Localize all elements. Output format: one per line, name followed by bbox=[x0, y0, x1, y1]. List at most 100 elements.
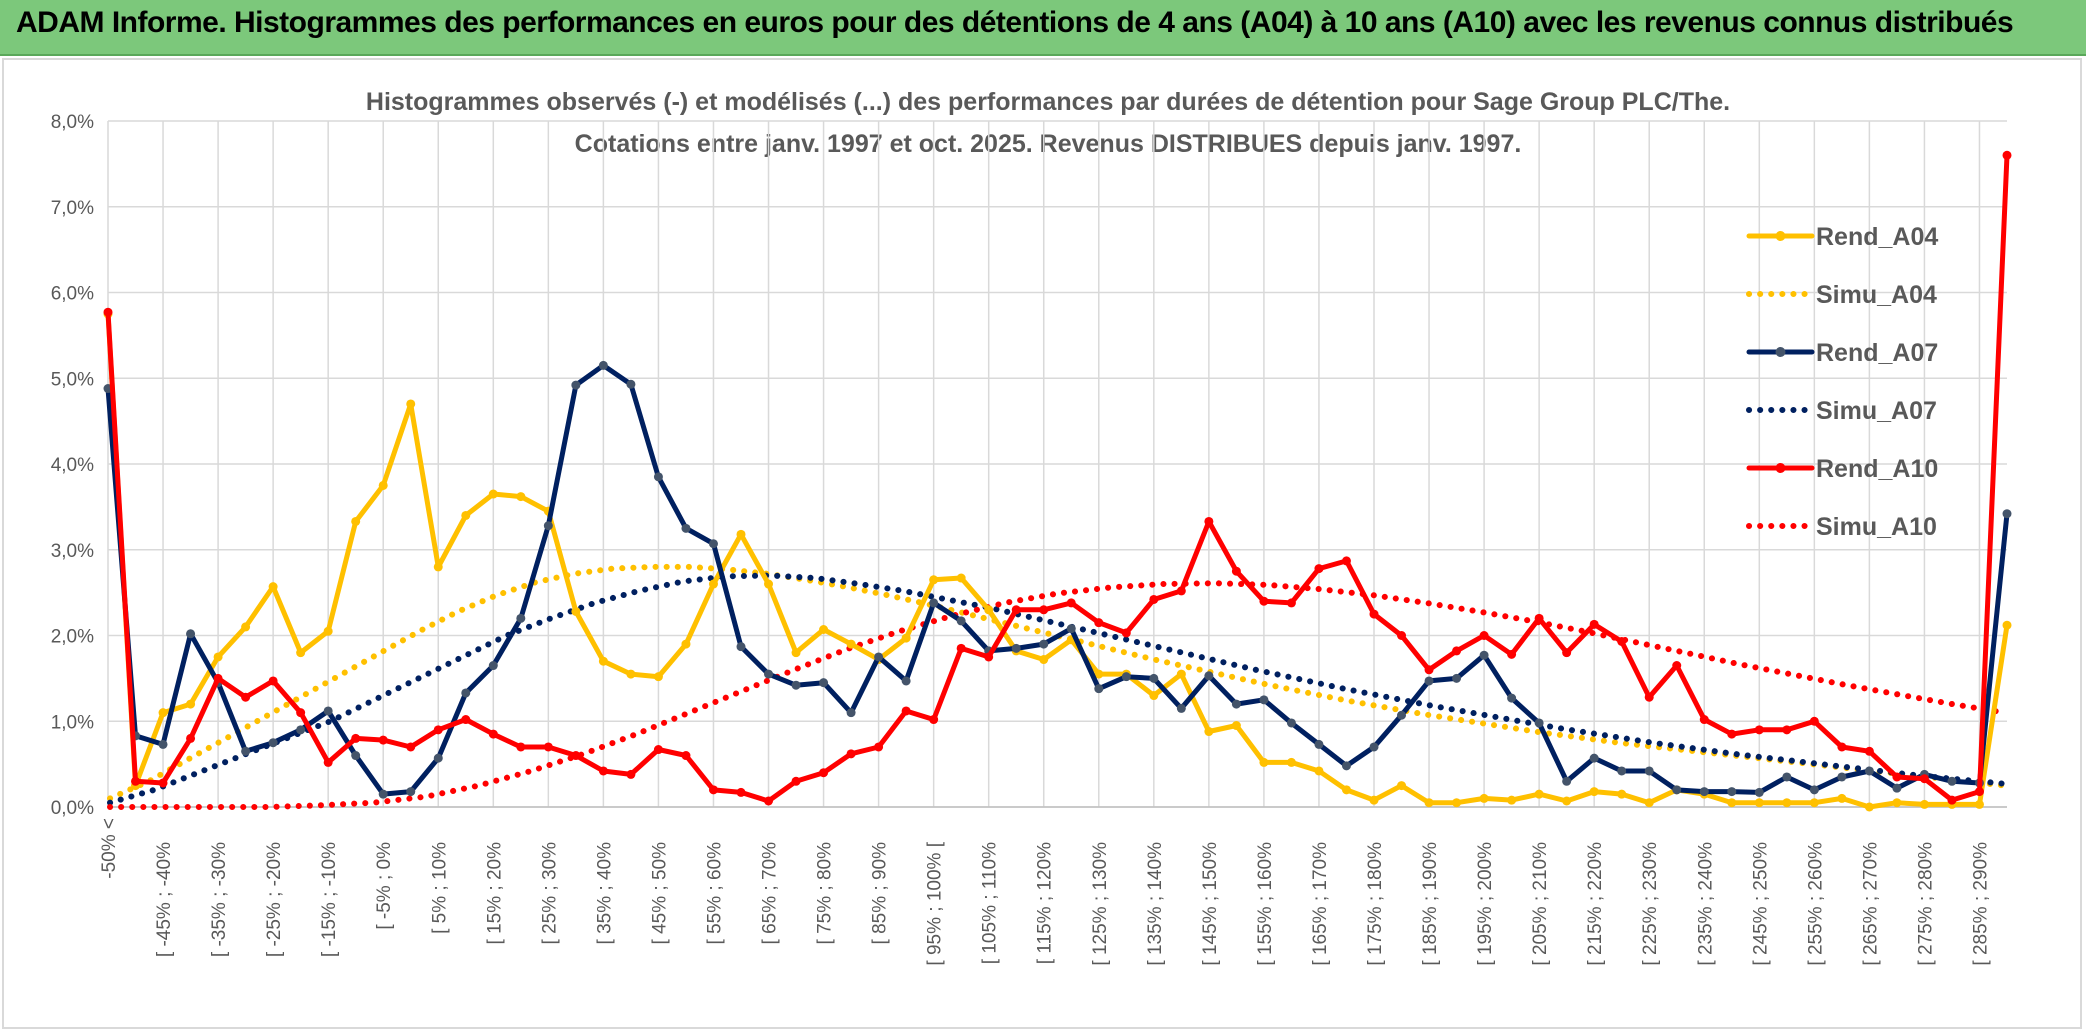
data-point-rend-a10 bbox=[901, 706, 911, 716]
y-tick-label: 8,0% bbox=[51, 112, 94, 133]
legend-label-rend-a10: Rend_A10 bbox=[1816, 455, 1938, 483]
data-point-rend-a07 bbox=[1864, 766, 1874, 776]
data-point-rend-a10 bbox=[2002, 150, 2012, 160]
data-point-rend-a04 bbox=[1974, 799, 1984, 809]
data-point-rend-a10 bbox=[1782, 725, 1792, 735]
data-point-rend-a07 bbox=[1947, 776, 1957, 786]
data-point-rend-a10 bbox=[681, 751, 691, 761]
data-point-rend-a07 bbox=[1589, 753, 1599, 763]
data-point-rend-a04 bbox=[1286, 757, 1296, 767]
data-point-rend-a07 bbox=[598, 360, 608, 370]
data-point-rend-a04 bbox=[1204, 727, 1214, 737]
data-point-rend-a04 bbox=[158, 708, 168, 718]
data-point-rend-a07 bbox=[241, 746, 251, 756]
data-point-rend-a07 bbox=[874, 652, 884, 662]
data-point-rend-a04 bbox=[1864, 802, 1874, 812]
legend-label-rend-a04: Rend_A04 bbox=[1816, 223, 1938, 251]
data-point-rend-a04 bbox=[1259, 757, 1269, 767]
data-point-rend-a07 bbox=[736, 642, 746, 652]
x-tick-label: -50% < bbox=[99, 818, 120, 879]
data-point-rend-a04 bbox=[1892, 798, 1902, 808]
data-point-rend-a07 bbox=[1204, 671, 1214, 681]
x-tick-label: [ -5% ; 0% bbox=[374, 842, 395, 930]
data-point-rend-a10 bbox=[819, 768, 829, 778]
data-point-rend-a07 bbox=[1424, 676, 1434, 686]
y-tick-label: 6,0% bbox=[51, 284, 94, 305]
data-point-rend-a04 bbox=[378, 480, 388, 490]
data-point-rend-a10 bbox=[1286, 598, 1296, 608]
data-point-rend-a07 bbox=[1314, 739, 1324, 749]
x-tick-label: [ 275% ; 280% bbox=[1915, 842, 1936, 966]
x-tick-label: [ 95% ; 100% [ bbox=[925, 841, 946, 965]
series-group bbox=[103, 150, 2012, 812]
data-point-rend-a07 bbox=[1094, 684, 1104, 694]
data-point-rend-a04 bbox=[681, 639, 691, 649]
data-point-rend-a10 bbox=[241, 692, 251, 702]
data-point-rend-a10 bbox=[653, 745, 663, 755]
data-point-rend-a04 bbox=[1397, 781, 1407, 791]
data-point-rend-a10 bbox=[1259, 596, 1269, 606]
data-point-rend-a10 bbox=[1204, 516, 1214, 526]
data-point-rend-a07 bbox=[1727, 787, 1737, 797]
x-tick-label: [ 15% ; 20% bbox=[484, 842, 505, 945]
data-point-rend-a10 bbox=[626, 769, 636, 779]
x-tick-label: [ 185% ; 190% bbox=[1420, 842, 1441, 966]
x-tick-label: [ 145% ; 150% bbox=[1200, 842, 1221, 966]
data-point-rend-a07 bbox=[543, 521, 553, 531]
data-point-rend-a04 bbox=[929, 575, 939, 585]
data-point-rend-a10 bbox=[1892, 772, 1902, 782]
legend-marker-rend-a04 bbox=[1775, 231, 1786, 241]
data-point-rend-a07 bbox=[1507, 693, 1517, 703]
series-line-simu-a10 bbox=[107, 580, 2008, 810]
data-point-rend-a10 bbox=[1369, 609, 1379, 619]
data-point-rend-a10 bbox=[213, 673, 223, 683]
data-point-rend-a04 bbox=[1452, 798, 1462, 808]
data-point-rend-a07 bbox=[1617, 766, 1627, 776]
data-point-rend-a07 bbox=[158, 739, 168, 749]
data-point-rend-a07 bbox=[846, 708, 856, 718]
data-point-rend-a10 bbox=[1066, 598, 1076, 608]
data-point-rend-a10 bbox=[1176, 586, 1186, 596]
data-point-rend-a07 bbox=[516, 613, 526, 623]
data-point-rend-a04 bbox=[1562, 796, 1572, 806]
data-point-rend-a04 bbox=[1809, 798, 1819, 808]
data-point-rend-a04 bbox=[516, 492, 526, 502]
data-point-rend-a04 bbox=[1314, 766, 1324, 776]
data-point-rend-a10 bbox=[378, 735, 388, 745]
data-point-rend-a04 bbox=[1424, 798, 1434, 808]
data-point-rend-a10 bbox=[1011, 605, 1021, 615]
y-tick-label: 2,0% bbox=[51, 627, 94, 648]
data-point-rend-a10 bbox=[433, 725, 443, 735]
data-point-rend-a07 bbox=[323, 706, 333, 716]
data-point-rend-a07 bbox=[296, 725, 306, 735]
legend-label-simu-a07: Simu_A07 bbox=[1816, 397, 1937, 425]
series-line-simu-a07 bbox=[107, 572, 2008, 806]
data-point-rend-a10 bbox=[1974, 787, 1984, 797]
data-point-rend-a10 bbox=[846, 749, 856, 759]
data-point-rend-a10 bbox=[791, 776, 801, 786]
data-point-rend-a10 bbox=[103, 307, 113, 317]
y-axis: 0,0% 1,0% 2,0% 3,0% 4,0% 5,0% 6,0% 7,0% 8,0% bbox=[51, 112, 94, 819]
data-point-rend-a10 bbox=[406, 742, 416, 752]
data-point-rend-a07 bbox=[819, 678, 829, 688]
data-point-rend-a10 bbox=[131, 776, 141, 786]
data-point-rend-a10 bbox=[1754, 725, 1764, 735]
data-point-rend-a04 bbox=[956, 573, 966, 583]
data-point-rend-a04 bbox=[708, 579, 718, 589]
data-point-rend-a10 bbox=[736, 787, 746, 797]
x-tick-label: [ 55% ; 60% bbox=[704, 842, 725, 945]
data-point-rend-a04 bbox=[296, 648, 306, 658]
x-tick-label: [ 245% ; 250% bbox=[1750, 842, 1771, 966]
data-point-rend-a10 bbox=[1314, 564, 1324, 574]
x-axis: -50% < [ -45% ; -40% [ -35% ; -30% [ -25% ;… bbox=[99, 806, 2007, 966]
data-point-rend-a04 bbox=[653, 672, 663, 682]
x-tick-label: [ 105% ; 110% bbox=[980, 842, 1001, 964]
data-point-rend-a10 bbox=[956, 643, 966, 653]
data-point-rend-a10 bbox=[764, 796, 774, 806]
data-point-rend-a07 bbox=[1562, 776, 1572, 786]
x-tick-label: [ 5% ; 10% bbox=[429, 842, 450, 934]
data-point-rend-a10 bbox=[1534, 613, 1544, 623]
x-tick-label: [ 65% ; 70% bbox=[760, 842, 781, 945]
x-tick-label: [ -25% ; -20% bbox=[264, 842, 285, 957]
data-point-rend-a10 bbox=[1947, 795, 1957, 805]
